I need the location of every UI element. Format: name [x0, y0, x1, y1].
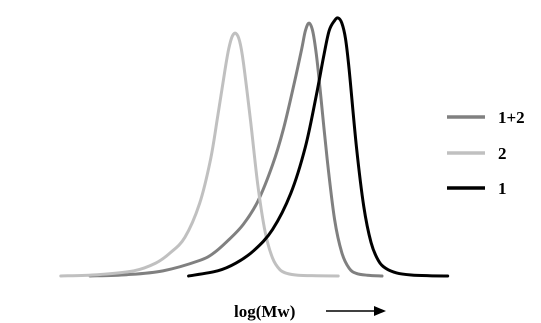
legend-label-1: 1 — [498, 179, 507, 198]
x-axis-arrow-head — [374, 306, 386, 316]
legend: 1+2 2 1 — [447, 108, 525, 198]
x-axis-label: log(Mw) — [234, 302, 295, 321]
curves-group — [59, 16, 450, 278]
series-line-1-plus-2 — [88, 21, 384, 278]
legend-label-1-plus-2: 1+2 — [498, 108, 525, 127]
x-axis-label-group: log(Mw) — [234, 302, 386, 321]
series-line-1 — [187, 16, 450, 278]
series-line-2 — [59, 31, 340, 278]
legend-label-2: 2 — [498, 144, 507, 163]
